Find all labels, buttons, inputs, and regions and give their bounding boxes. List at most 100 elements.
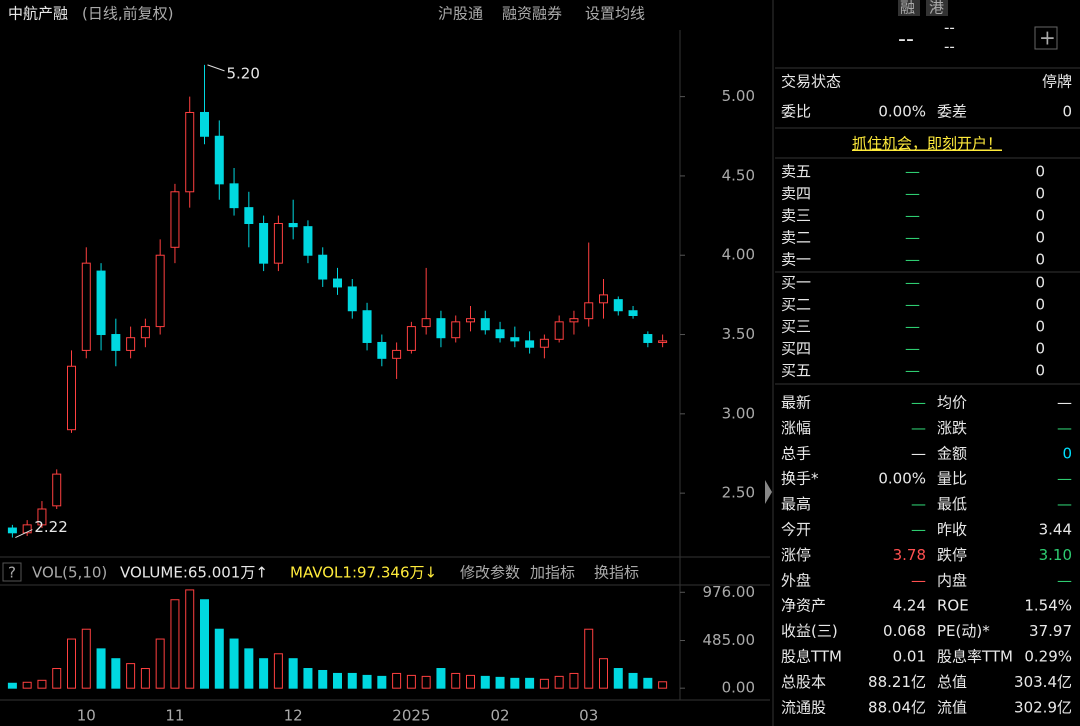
- collapse-arrow[interactable]: [765, 480, 772, 504]
- candle-body: [362, 310, 372, 343]
- button[interactable]: 加指标: [530, 564, 575, 582]
- book-price: —: [905, 163, 920, 181]
- book-label: 卖二: [781, 229, 811, 247]
- candle-body: [170, 191, 180, 248]
- y-tick-label: 5.00: [722, 87, 755, 105]
- link[interactable]: 设置均线: [585, 5, 645, 23]
- min-label: 2.22: [34, 518, 67, 536]
- plus[interactable]: +: [1039, 26, 1056, 50]
- tab-bg[interactable]: [926, 0, 948, 16]
- book-price: —: [905, 296, 920, 314]
- volume-bar: [554, 675, 564, 689]
- volume-bar: [244, 648, 254, 689]
- y-tick-label: 4.50: [722, 166, 755, 184]
- link[interactable]: 融资融券: [502, 5, 562, 23]
- stat-value: —: [1057, 394, 1072, 412]
- candle-body: [229, 183, 239, 209]
- candle-body: [569, 318, 579, 323]
- volume-bar: [613, 668, 623, 689]
- stat-value: 3.10: [1039, 546, 1072, 564]
- y-tick-label: 3.50: [722, 325, 755, 343]
- stat-value: 0.01: [893, 648, 926, 666]
- stat-value: —: [911, 571, 926, 589]
- label: 委差: [937, 103, 967, 121]
- volume-bar: [539, 678, 549, 689]
- book-volume: 0: [1035, 163, 1045, 181]
- candle-body: [111, 334, 121, 351]
- candle-body: [466, 318, 475, 323]
- candle-body: [67, 365, 76, 431]
- volume-bar: [347, 672, 357, 689]
- stat-label: 最新: [781, 394, 811, 412]
- y-tick-label: 4.00: [722, 246, 755, 264]
- label: 委比: [781, 103, 811, 121]
- stat-label: PE(动)*: [937, 622, 990, 640]
- stat-value: 303.4亿: [1014, 673, 1072, 691]
- volume-bar: [22, 681, 32, 689]
- candle-body: [554, 321, 564, 340]
- stat-label: 收益(三): [781, 622, 838, 640]
- volume-bar: [288, 658, 298, 689]
- stat-value: —: [911, 394, 926, 412]
- button[interactable]: 换指标: [594, 564, 639, 582]
- volume-bar: [155, 638, 165, 689]
- stat-value: 88.04亿: [868, 698, 926, 716]
- stat-label: 涨停: [781, 546, 811, 564]
- x-tick-label: 11: [165, 707, 184, 725]
- v-tick-label: 485.00: [703, 631, 756, 649]
- volume-bar: [185, 589, 195, 689]
- label: 交易状态: [781, 73, 841, 91]
- v-tick-label: 0.00: [722, 679, 755, 697]
- book-price: —: [905, 251, 920, 269]
- x-tick-label: 02: [491, 707, 510, 725]
- button[interactable]: 修改参数: [460, 564, 520, 582]
- candle-body: [347, 286, 357, 312]
- candle-body: [37, 508, 47, 526]
- volume-bar: [303, 668, 313, 689]
- stat-value: 0: [1062, 444, 1072, 462]
- help-box[interactable]: [2, 562, 22, 582]
- x-tick-label: 03: [579, 707, 598, 725]
- candle-body: [81, 262, 91, 351]
- candle-body: [244, 207, 254, 225]
- stat-label: 均价: [937, 394, 967, 412]
- candle-body: [52, 473, 62, 507]
- volume-bar: [7, 682, 17, 689]
- tab[interactable]: 港: [929, 0, 944, 17]
- stat-value: 302.9亿: [1014, 698, 1072, 716]
- candle-body: [539, 338, 549, 348]
- volume-bar: [377, 675, 387, 689]
- candle-body: [628, 310, 638, 316]
- volume-bar: [140, 668, 150, 689]
- stat-label: 股息TTM: [781, 648, 842, 666]
- mavol-value: MAVOL1:97.346万↓: [290, 564, 437, 582]
- promo[interactable]: 抓住机会，即刻开户！: [852, 135, 1002, 153]
- book-price: —: [905, 318, 920, 336]
- volume-bar: [628, 672, 638, 689]
- book-volume: 0: [1035, 274, 1045, 292]
- volume-bar: [67, 638, 76, 689]
- add-button[interactable]: [1034, 26, 1058, 50]
- volume-bar: [643, 677, 653, 689]
- stat-value: 0.00%: [878, 470, 926, 488]
- tab-bg[interactable]: [898, 0, 920, 16]
- x-tick-label: 10: [77, 707, 96, 725]
- help[interactable]: ?: [8, 564, 16, 582]
- candle-body: [525, 340, 535, 348]
- stat-label: 净资产: [781, 597, 826, 615]
- candle-body: [333, 278, 342, 288]
- stat-label: 跌停: [937, 546, 967, 564]
- stat-label: 最低: [937, 495, 967, 513]
- candle-body: [480, 318, 490, 331]
- volume-bar: [170, 599, 180, 689]
- link[interactable]: 沪股通: [438, 5, 483, 23]
- book-price: —: [905, 185, 920, 203]
- stat-label: 外盘: [781, 571, 811, 589]
- volume-bar: [495, 676, 505, 689]
- stat-label: 总值: [937, 673, 967, 691]
- tab[interactable]: 融: [900, 0, 915, 17]
- min-pointer: [15, 529, 33, 539]
- stat-label: 换手*: [781, 470, 819, 488]
